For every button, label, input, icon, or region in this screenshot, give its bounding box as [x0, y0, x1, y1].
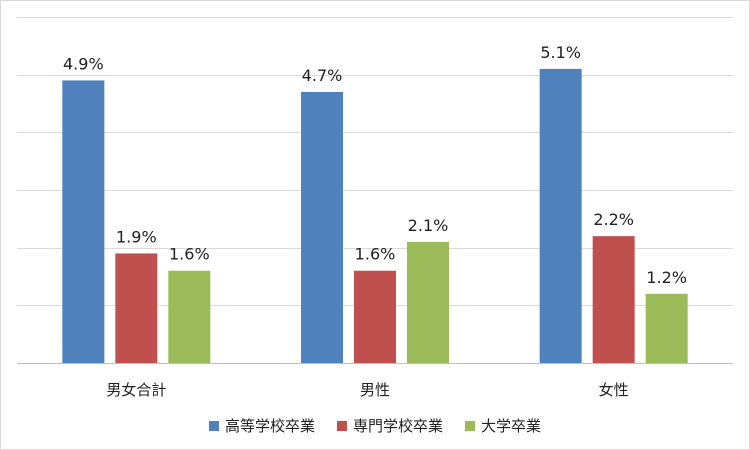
legend-swatch-vocational-school: [336, 420, 347, 431]
data-label-vocational-school-male: 1.6%: [355, 245, 396, 264]
bar-high-school-male: [301, 91, 343, 363]
data-label-vocational-school-female: 2.2%: [593, 210, 634, 229]
bar-university-female: [645, 293, 688, 363]
data-label-high-school-female: 5.1%: [540, 43, 581, 62]
data-label-high-school-total: 4.9%: [63, 54, 104, 73]
category-label-male: 男性: [360, 381, 390, 399]
legend-item-high-school: 高等学校卒業: [208, 415, 315, 436]
legend-label-high-school: 高等学校卒業: [224, 417, 315, 435]
legend-item-vocational-school: 専門学校卒業: [336, 415, 443, 436]
legend-label-university: 大学卒業: [481, 417, 542, 435]
data-label-university-total: 1.6%: [169, 245, 210, 264]
data-label-high-school-male: 4.7%: [302, 66, 343, 85]
legend-label-vocational-school: 専門学校卒業: [352, 417, 443, 435]
data-label-vocational-school-total: 1.9%: [116, 227, 157, 246]
bar-university-total: [168, 270, 211, 363]
bar-vocational-school-total: [115, 253, 158, 363]
bar-university-male: [407, 241, 449, 363]
bar-vocational-school-female: [592, 236, 635, 363]
bar-vocational-school-male: [354, 270, 396, 363]
bar-high-school-female: [539, 68, 582, 364]
legend-swatch-university: [465, 420, 475, 431]
legend-swatch-high-school: [208, 420, 219, 431]
category-label-female: 女性: [599, 381, 629, 399]
data-label-university-female: 1.2%: [646, 268, 687, 287]
category-label-total: 男女合計: [106, 381, 166, 399]
legend-item-university: 大学卒業: [465, 415, 541, 436]
legend: 高等学校卒業 専門学校卒業 大学卒業: [1, 415, 749, 436]
bar-high-school-total: [62, 80, 105, 363]
data-label-university-male: 2.1%: [408, 216, 449, 235]
